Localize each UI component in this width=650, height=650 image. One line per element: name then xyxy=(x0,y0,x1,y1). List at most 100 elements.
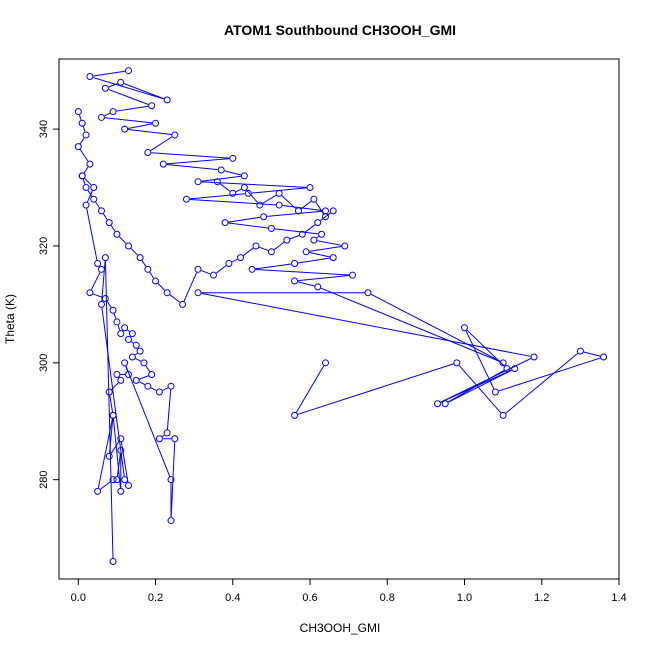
series-segment xyxy=(166,164,218,171)
data-point xyxy=(121,324,129,332)
series-segment xyxy=(109,395,113,413)
data-point xyxy=(182,195,190,203)
data-point xyxy=(171,435,179,443)
x-axis-label: CH3OOH_GMI xyxy=(300,621,381,635)
data-point xyxy=(310,195,318,203)
series-segment xyxy=(119,236,127,244)
data-point xyxy=(291,277,299,285)
series-segment xyxy=(309,245,342,252)
y-tick-label: 340 xyxy=(38,120,50,138)
series-segment xyxy=(151,152,230,159)
data-point xyxy=(125,335,133,343)
y-axis: 280 300 320 340 xyxy=(38,120,60,489)
series-segment xyxy=(157,283,166,291)
series-segment xyxy=(273,241,285,251)
series-segment xyxy=(100,481,111,490)
data-point xyxy=(136,347,144,355)
data-point xyxy=(229,154,237,162)
data-point xyxy=(155,435,163,443)
data-point xyxy=(97,265,105,273)
data-point xyxy=(128,353,136,361)
data-point xyxy=(461,324,469,332)
series-segment xyxy=(231,258,238,263)
series-segment xyxy=(120,442,129,483)
data-point xyxy=(159,160,167,168)
data-point xyxy=(194,289,202,297)
data-point xyxy=(217,166,225,174)
data-point xyxy=(94,487,102,495)
data-point xyxy=(101,254,109,262)
series-segment xyxy=(131,341,134,344)
data-point xyxy=(125,482,133,490)
series-segment xyxy=(228,216,261,223)
data-point xyxy=(237,254,245,262)
series-segment xyxy=(78,114,82,121)
series-segment xyxy=(108,83,118,88)
data-point xyxy=(163,289,171,297)
series-segment xyxy=(108,88,149,105)
data-point xyxy=(167,476,175,484)
data-point xyxy=(90,195,98,203)
data-point xyxy=(117,376,125,384)
x-tick-label: 0.6 xyxy=(302,592,317,604)
data-point xyxy=(128,330,136,338)
y-tick-label: 300 xyxy=(38,354,50,372)
series-segment xyxy=(316,235,320,239)
series-segment xyxy=(309,252,330,258)
data-point xyxy=(113,230,121,238)
data-point xyxy=(163,96,171,104)
data-point xyxy=(321,207,329,215)
data-point xyxy=(117,78,125,86)
series-segment xyxy=(215,265,227,274)
data-point xyxy=(171,131,179,139)
data-point xyxy=(121,359,129,367)
data-point xyxy=(132,341,140,349)
series-segment xyxy=(91,272,101,290)
series-segment xyxy=(201,175,241,182)
series-segment xyxy=(274,228,319,235)
data-point xyxy=(109,306,117,314)
series-segment xyxy=(583,351,601,357)
data-point xyxy=(105,388,113,396)
series-segment xyxy=(110,441,120,454)
series-segment xyxy=(95,201,100,209)
data-point xyxy=(163,429,171,437)
data-point xyxy=(117,435,125,443)
data-point xyxy=(499,359,507,367)
data-point xyxy=(341,242,349,250)
data-point xyxy=(109,108,117,116)
plot-frame xyxy=(58,58,620,580)
series-segment xyxy=(139,375,149,380)
data-point xyxy=(97,207,105,215)
data-point xyxy=(125,67,133,75)
series-lines xyxy=(78,70,601,558)
series-segment xyxy=(289,235,300,240)
series-segment xyxy=(135,358,142,362)
series-segment xyxy=(104,117,153,124)
data-point xyxy=(140,359,148,367)
data-point xyxy=(132,376,140,384)
data-point xyxy=(148,371,156,379)
data-point xyxy=(82,201,90,209)
series-segment xyxy=(150,136,173,151)
data-point xyxy=(194,265,202,273)
series-segment xyxy=(166,389,172,430)
data-point xyxy=(252,242,260,250)
data-point xyxy=(310,236,318,244)
series-segment xyxy=(104,261,114,558)
data-point xyxy=(291,259,299,267)
data-point xyxy=(86,289,94,297)
data-point xyxy=(321,359,329,367)
data-point xyxy=(109,476,117,484)
series-segment xyxy=(300,200,312,210)
series-segment xyxy=(130,248,138,256)
series-segment xyxy=(93,77,164,100)
series-segment xyxy=(298,275,350,282)
series-segment xyxy=(297,363,454,415)
data-point xyxy=(314,219,322,227)
data-point xyxy=(101,84,109,92)
x-tick-label: 0.4 xyxy=(225,592,240,604)
series-segment xyxy=(162,387,169,391)
data-point xyxy=(600,353,608,361)
x-tick-label: 1.0 xyxy=(457,592,472,604)
